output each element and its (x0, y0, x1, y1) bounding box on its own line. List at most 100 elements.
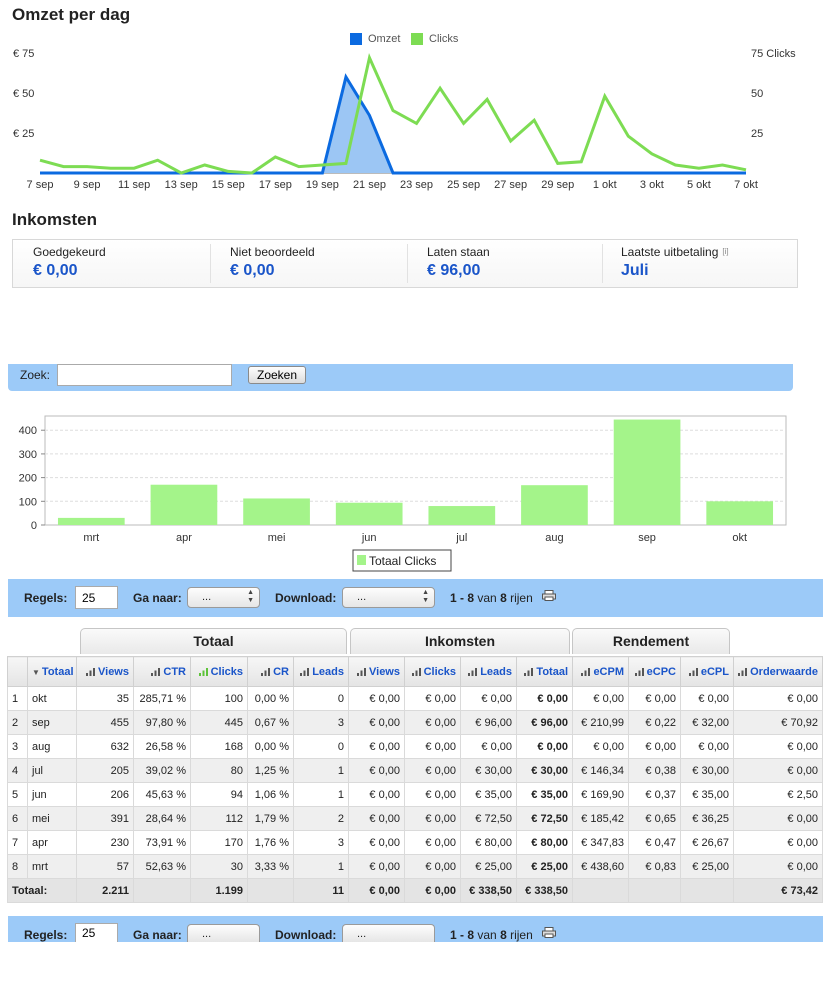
select-arrows-icon: ▲ ▼ (247, 589, 254, 604)
bar-jun (335, 502, 403, 525)
bar-legend-swatch (357, 555, 366, 565)
column-header-clicks-3[interactable]: Clicks (190, 656, 248, 687)
goto-label-bottom: Ga naar: (133, 928, 182, 942)
column-header-ecpm-10[interactable]: eCPM (572, 656, 629, 687)
table-cell: € 0,00 (733, 806, 823, 831)
table-cell: 6 (7, 806, 28, 831)
rows-label-bottom: Regels: (24, 928, 68, 942)
bar-chart-icon (411, 667, 421, 676)
totals-cell (572, 878, 629, 903)
bar-chart-icon (634, 667, 644, 676)
divider (210, 244, 211, 283)
income-last-payout-label: Laatste uitbetaling (621, 245, 719, 259)
table-cell: € 0,22 (628, 710, 681, 735)
column-header-ctr-2[interactable]: CTR (133, 656, 191, 687)
group-tab-rendement: Rendement (572, 628, 730, 654)
table-cell: € 0,00 (572, 686, 629, 711)
table-cell: € 0,00 (680, 734, 734, 759)
income-pending-value: € 0,00 (230, 262, 275, 279)
bar-chart-icon (524, 667, 534, 676)
table-cell: € 96,00 (516, 710, 573, 735)
search-input[interactable] (57, 364, 232, 386)
income-last-payout-value[interactable]: Juli (621, 262, 649, 279)
column-header-ecpc-11[interactable]: eCPC (628, 656, 681, 687)
x-tick: mrt (83, 532, 99, 544)
table-cell: € 25,00 (516, 854, 573, 879)
totals-cell (247, 878, 294, 903)
table-cell: € 72,50 (460, 806, 517, 831)
table-cell: 35 (76, 686, 134, 711)
info-icon[interactable]: [i] (722, 247, 729, 256)
download-select-bottom[interactable]: ... (342, 924, 435, 942)
bar-mrt (57, 517, 125, 525)
column-header-totaal-9[interactable]: Totaal (516, 656, 573, 687)
table-cell: 206 (76, 782, 134, 807)
table-cell: 0 (293, 734, 349, 759)
table-row: 2 sep 455 97,80 % 445 0,67 % 3 € 0,00 € 0,00 € 96… (7, 710, 823, 735)
x-tick: 9 sep (74, 179, 101, 191)
bar-chart-icon (468, 667, 478, 676)
clicks-bar-chart: 0 100 200 300 400 mrt apr mei jun jul aug sep okt T… (19, 415, 787, 572)
table-cell: € 96,00 (460, 710, 517, 735)
rows-input-bottom[interactable] (75, 923, 118, 942)
table-cell: 1 (293, 782, 349, 807)
y-tick: 300 (19, 449, 37, 461)
table-cell: € 185,42 (572, 806, 629, 831)
table-cell: € 0,00 (404, 734, 461, 759)
bar-mei (243, 498, 310, 525)
column-header-views-6[interactable]: Views (348, 656, 405, 687)
table-cell: 112 (190, 806, 248, 831)
table-cell: 57 (76, 854, 134, 879)
table-cell: € 0,00 (733, 734, 823, 759)
table-cell: € 35,00 (680, 782, 734, 807)
bar-aug (521, 485, 588, 525)
table-cell: 2 (293, 806, 349, 831)
download-select[interactable]: ... ▲ ▼ (342, 587, 435, 608)
printer-icon[interactable] (542, 927, 556, 938)
column-header-ecpl-12[interactable]: eCPL (680, 656, 734, 687)
x-tick: jul (455, 532, 467, 544)
table-cell: € 32,00 (680, 710, 734, 735)
bar-chart-icon (198, 667, 208, 676)
bar-okt (706, 501, 774, 525)
column-header-leads-5[interactable]: Leads (293, 656, 349, 687)
table-cell: 52,63 % (133, 854, 191, 879)
search-button[interactable]: Zoeken (248, 366, 306, 384)
column-header-views-1[interactable]: Views (76, 656, 134, 687)
table-cell: 2 (7, 710, 28, 735)
table-cell: 73,91 % (133, 830, 191, 855)
table-cell: 445 (190, 710, 248, 735)
table-cell: jul (27, 758, 77, 783)
table-cell: € 0,00 (404, 686, 461, 711)
totals-row: Totaal: 2.211 1.199 11 € 0,00 € 0,00 € 338,50 €… (7, 878, 823, 903)
table-cell: € 0,00 (733, 686, 823, 711)
column-header-totaal-0[interactable]: ▼ Totaal (27, 656, 77, 687)
column-header-orderwaarde-13[interactable]: Orderwaarde (733, 656, 823, 687)
goto-select-bottom[interactable]: ... (187, 924, 260, 942)
income-pending-label: Niet beoordeeld (230, 245, 315, 259)
table-cell: 4 (7, 758, 28, 783)
clicks-line (39, 53, 747, 175)
goto-select[interactable]: ... ▲ ▼ (187, 587, 260, 608)
x-tick: okt (732, 532, 747, 544)
printer-icon[interactable] (542, 590, 556, 601)
table-cell: sep (27, 710, 77, 735)
table-cell: 28,64 % (133, 806, 191, 831)
column-header-clicks-7[interactable]: Clicks (404, 656, 461, 687)
table-cell: 1,76 % (247, 830, 294, 855)
column-header-leads-8[interactable]: Leads (460, 656, 517, 687)
rows-input[interactable] (75, 586, 118, 609)
y-right-tick: 75 Clicks (751, 48, 796, 60)
table-cell: 1,25 % (247, 758, 294, 783)
x-tick: jun (361, 532, 377, 544)
column-header-cr-4[interactable]: CR (247, 656, 294, 687)
income-approved: Goedgekeurd € 0,00 (13, 240, 210, 287)
x-tick: 25 sep (447, 179, 480, 191)
omzet-title: Omzet per dag (12, 5, 131, 24)
totals-cell: € 0,00 (348, 878, 405, 903)
table-row: 6 mei 391 28,64 % 112 1,79 % 2 € 0,00 € 0,00 € 72… (7, 806, 823, 831)
table-cell: € 0,00 (404, 782, 461, 807)
totals-cell (680, 878, 734, 903)
omzet-line (40, 73, 746, 175)
group-tab-inkomsten: Inkomsten (350, 628, 570, 654)
